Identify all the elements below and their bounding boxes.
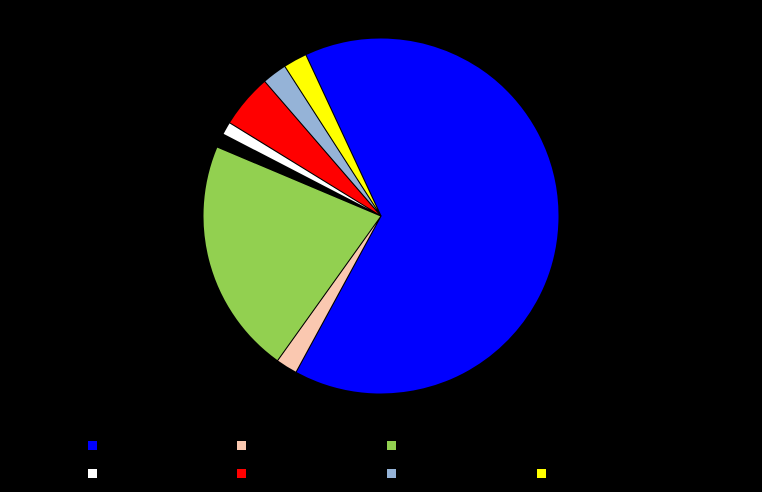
pie-slice-2 <box>202 146 382 362</box>
pie-slice-7 <box>284 54 382 217</box>
pie-slice-0 <box>295 37 560 395</box>
